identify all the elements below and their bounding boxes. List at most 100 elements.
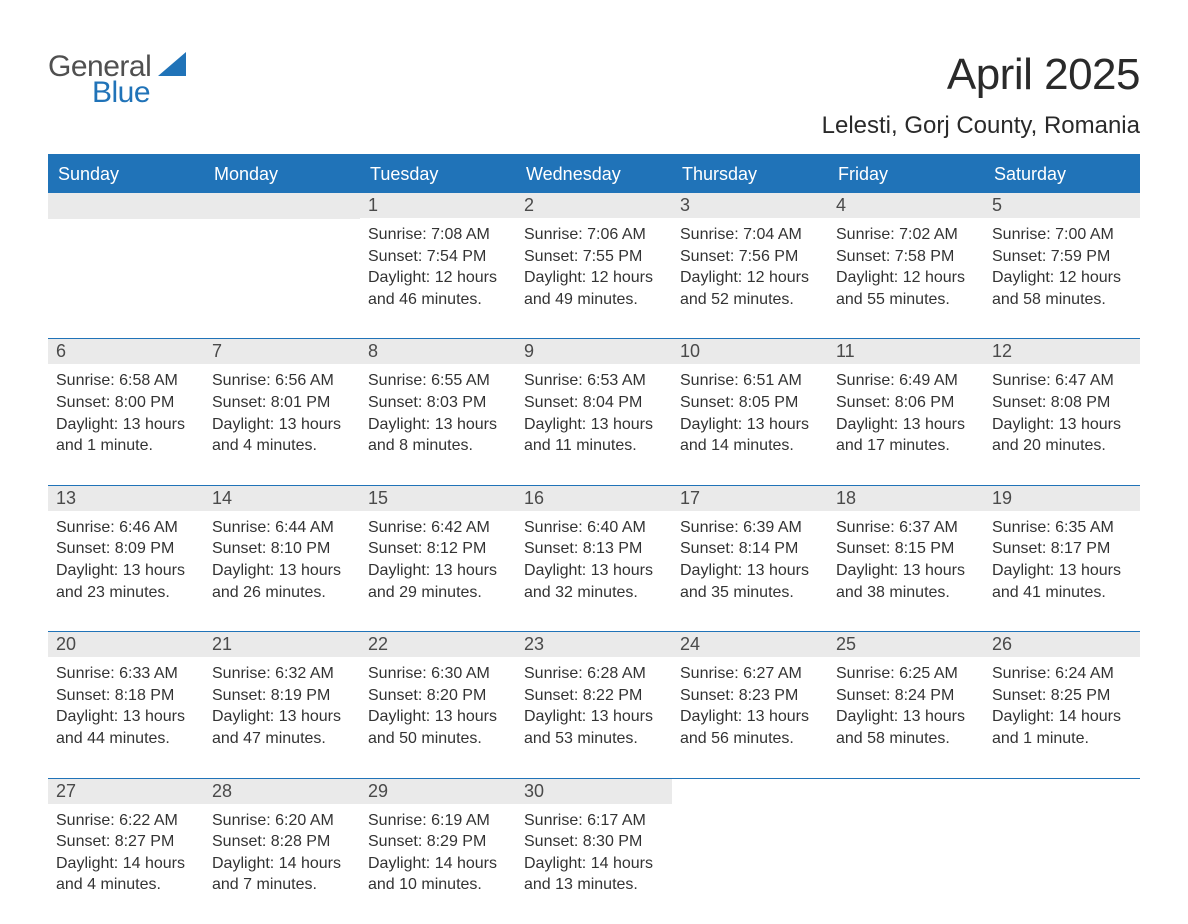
day-body: Sunrise: 7:02 AMSunset: 7:58 PMDaylight:…	[828, 218, 984, 338]
day-info-line: and 44 minutes.	[56, 728, 196, 750]
day-body: Sunrise: 6:22 AMSunset: 8:27 PMDaylight:…	[48, 804, 204, 924]
day-body: Sunrise: 6:28 AMSunset: 8:22 PMDaylight:…	[516, 657, 672, 777]
day-cell: 4Sunrise: 7:02 AMSunset: 7:58 PMDaylight…	[828, 193, 984, 338]
day-info-line: Sunset: 8:24 PM	[836, 685, 976, 707]
day-cell: 19Sunrise: 6:35 AMSunset: 8:17 PMDayligh…	[984, 486, 1140, 631]
day-info-line: and 8 minutes.	[368, 435, 508, 457]
day-info-line: Sunset: 7:55 PM	[524, 246, 664, 268]
day-info-line: and 50 minutes.	[368, 728, 508, 750]
day-info-line: Daylight: 14 hours	[992, 706, 1132, 728]
day-info-line: Sunrise: 6:27 AM	[680, 663, 820, 685]
day-info-line: Daylight: 13 hours	[56, 414, 196, 436]
day-cell	[204, 193, 360, 338]
day-number: 9	[516, 339, 672, 364]
day-number: 12	[984, 339, 1140, 364]
day-info-line: Sunrise: 6:58 AM	[56, 370, 196, 392]
day-info-line: Sunset: 8:06 PM	[836, 392, 976, 414]
day-number: 5	[984, 193, 1140, 218]
day-info-line: Daylight: 12 hours	[368, 267, 508, 289]
day-number: 24	[672, 632, 828, 657]
day-info-line: Daylight: 13 hours	[992, 560, 1132, 582]
day-info-line: Sunset: 8:05 PM	[680, 392, 820, 414]
day-info-line: and 46 minutes.	[368, 289, 508, 311]
day-number: 1	[360, 193, 516, 218]
day-cell: 9Sunrise: 6:53 AMSunset: 8:04 PMDaylight…	[516, 339, 672, 484]
day-number	[828, 779, 984, 805]
day-info-line: Daylight: 13 hours	[680, 560, 820, 582]
day-info-line: Daylight: 13 hours	[212, 560, 352, 582]
day-info-line: and 11 minutes.	[524, 435, 664, 457]
day-number: 22	[360, 632, 516, 657]
day-info-line: and 41 minutes.	[992, 582, 1132, 604]
day-body	[984, 805, 1140, 839]
day-cell: 28Sunrise: 6:20 AMSunset: 8:28 PMDayligh…	[204, 779, 360, 924]
day-info-line: Sunrise: 6:33 AM	[56, 663, 196, 685]
week-row: 6Sunrise: 6:58 AMSunset: 8:00 PMDaylight…	[48, 338, 1140, 484]
day-info-line: and 58 minutes.	[836, 728, 976, 750]
page-subtitle: Lelesti, Gorj County, Romania	[822, 112, 1140, 140]
day-cell	[828, 779, 984, 924]
day-number: 26	[984, 632, 1140, 657]
day-info-line: Sunrise: 6:24 AM	[992, 663, 1132, 685]
day-cell: 16Sunrise: 6:40 AMSunset: 8:13 PMDayligh…	[516, 486, 672, 631]
day-info-line: Daylight: 13 hours	[212, 414, 352, 436]
day-body: Sunrise: 6:42 AMSunset: 8:12 PMDaylight:…	[360, 511, 516, 631]
day-info-line: Daylight: 13 hours	[56, 560, 196, 582]
day-cell: 8Sunrise: 6:55 AMSunset: 8:03 PMDaylight…	[360, 339, 516, 484]
day-info-line: Sunrise: 7:00 AM	[992, 224, 1132, 246]
day-info-line: Sunset: 8:12 PM	[368, 538, 508, 560]
day-cell: 26Sunrise: 6:24 AMSunset: 8:25 PMDayligh…	[984, 632, 1140, 777]
day-info-line: Sunrise: 7:02 AM	[836, 224, 976, 246]
day-number: 7	[204, 339, 360, 364]
day-body: Sunrise: 6:39 AMSunset: 8:14 PMDaylight:…	[672, 511, 828, 631]
weekday-cell: Wednesday	[516, 156, 672, 193]
day-info-line: Sunset: 8:27 PM	[56, 831, 196, 853]
day-number: 29	[360, 779, 516, 804]
day-info-line: Sunset: 8:03 PM	[368, 392, 508, 414]
day-info-line: and 13 minutes.	[524, 874, 664, 896]
weekday-cell: Thursday	[672, 156, 828, 193]
day-number: 11	[828, 339, 984, 364]
day-info-line: and 53 minutes.	[524, 728, 664, 750]
day-body: Sunrise: 6:30 AMSunset: 8:20 PMDaylight:…	[360, 657, 516, 777]
day-info-line: Daylight: 13 hours	[992, 414, 1132, 436]
day-info-line: Daylight: 14 hours	[368, 853, 508, 875]
day-info-line: Sunset: 8:14 PM	[680, 538, 820, 560]
day-info-line: and 4 minutes.	[212, 435, 352, 457]
logo: General Blue	[48, 50, 186, 110]
day-number: 3	[672, 193, 828, 218]
week-row: 20Sunrise: 6:33 AMSunset: 8:18 PMDayligh…	[48, 631, 1140, 777]
day-cell: 21Sunrise: 6:32 AMSunset: 8:19 PMDayligh…	[204, 632, 360, 777]
day-info-line: Daylight: 13 hours	[524, 706, 664, 728]
day-info-line: Daylight: 13 hours	[368, 706, 508, 728]
day-number: 23	[516, 632, 672, 657]
day-info-line: and 58 minutes.	[992, 289, 1132, 311]
day-info-line: and 32 minutes.	[524, 582, 664, 604]
day-body: Sunrise: 6:27 AMSunset: 8:23 PMDaylight:…	[672, 657, 828, 777]
day-cell: 20Sunrise: 6:33 AMSunset: 8:18 PMDayligh…	[48, 632, 204, 777]
day-info-line: Sunset: 7:59 PM	[992, 246, 1132, 268]
day-info-line: Sunset: 7:58 PM	[836, 246, 976, 268]
day-number: 14	[204, 486, 360, 511]
day-number: 8	[360, 339, 516, 364]
day-info-line: Sunset: 8:30 PM	[524, 831, 664, 853]
weekday-cell: Monday	[204, 156, 360, 193]
day-body: Sunrise: 6:24 AMSunset: 8:25 PMDaylight:…	[984, 657, 1140, 777]
day-info-line: Sunrise: 6:22 AM	[56, 810, 196, 832]
day-cell: 12Sunrise: 6:47 AMSunset: 8:08 PMDayligh…	[984, 339, 1140, 484]
day-info-line: and 14 minutes.	[680, 435, 820, 457]
day-cell: 23Sunrise: 6:28 AMSunset: 8:22 PMDayligh…	[516, 632, 672, 777]
day-cell: 15Sunrise: 6:42 AMSunset: 8:12 PMDayligh…	[360, 486, 516, 631]
day-cell: 3Sunrise: 7:04 AMSunset: 7:56 PMDaylight…	[672, 193, 828, 338]
day-cell: 2Sunrise: 7:06 AMSunset: 7:55 PMDaylight…	[516, 193, 672, 338]
day-info-line: and 49 minutes.	[524, 289, 664, 311]
day-number	[204, 193, 360, 219]
day-info-line: Sunset: 8:10 PM	[212, 538, 352, 560]
day-info-line: Sunset: 8:04 PM	[524, 392, 664, 414]
day-info-line: Daylight: 13 hours	[680, 706, 820, 728]
page-title: April 2025	[822, 50, 1140, 100]
day-info-line: Sunrise: 6:39 AM	[680, 517, 820, 539]
day-info-line: Daylight: 12 hours	[992, 267, 1132, 289]
day-body: Sunrise: 6:20 AMSunset: 8:28 PMDaylight:…	[204, 804, 360, 924]
day-info-line: Sunset: 8:19 PM	[212, 685, 352, 707]
